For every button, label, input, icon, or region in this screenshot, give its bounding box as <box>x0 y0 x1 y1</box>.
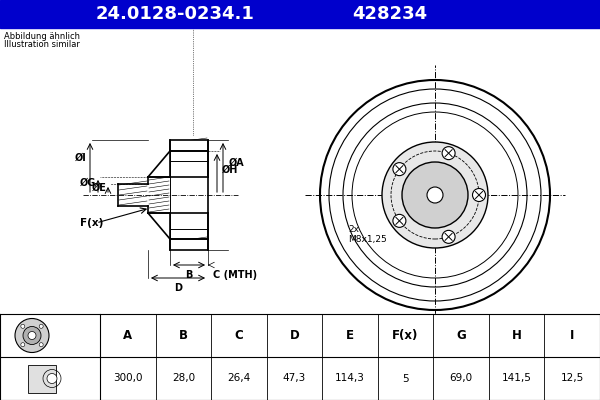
Text: 47,3: 47,3 <box>283 374 306 384</box>
Circle shape <box>28 332 36 340</box>
Text: E: E <box>346 329 354 342</box>
Polygon shape <box>170 239 208 250</box>
Text: I: I <box>570 329 574 342</box>
Text: D: D <box>174 283 182 293</box>
Circle shape <box>442 147 455 160</box>
Circle shape <box>39 324 43 328</box>
Circle shape <box>47 374 57 384</box>
Text: 300,0: 300,0 <box>113 374 143 384</box>
Text: H: H <box>512 329 521 342</box>
Text: 428234: 428234 <box>352 5 428 23</box>
Bar <box>0 314 600 400</box>
Text: 114,3: 114,3 <box>335 374 365 384</box>
Circle shape <box>442 230 455 243</box>
Text: ØE: ØE <box>92 182 107 192</box>
Text: ØA: ØA <box>229 158 245 168</box>
Text: Abbildung ähnlich: Abbildung ähnlich <box>4 32 80 41</box>
Circle shape <box>21 324 25 328</box>
Circle shape <box>15 318 49 352</box>
Polygon shape <box>170 140 208 151</box>
Text: C: C <box>235 329 243 342</box>
Text: 5: 5 <box>402 374 409 384</box>
Text: B: B <box>179 329 188 342</box>
Text: D: D <box>290 329 299 342</box>
Text: 12,5: 12,5 <box>560 374 584 384</box>
Circle shape <box>23 326 41 344</box>
Text: ØG: ØG <box>80 178 96 188</box>
Text: ØI: ØI <box>75 152 87 162</box>
Text: A: A <box>123 329 133 342</box>
Text: F(x): F(x) <box>80 218 103 228</box>
Circle shape <box>427 187 443 203</box>
Text: 26,4: 26,4 <box>227 374 251 384</box>
Text: ØH: ØH <box>222 165 238 175</box>
Bar <box>0 0 600 28</box>
Text: 2x
M8x1,25: 2x M8x1,25 <box>348 225 387 244</box>
Circle shape <box>382 142 488 248</box>
Circle shape <box>39 343 43 347</box>
Bar <box>28 364 56 392</box>
Text: 141,5: 141,5 <box>502 374 532 384</box>
Text: 69,0: 69,0 <box>449 374 473 384</box>
Text: B: B <box>185 270 193 280</box>
Circle shape <box>21 343 25 347</box>
Circle shape <box>393 163 406 176</box>
Text: C (MTH): C (MTH) <box>213 270 257 280</box>
Circle shape <box>473 188 485 202</box>
Text: 28,0: 28,0 <box>172 374 195 384</box>
Circle shape <box>393 214 406 227</box>
Text: F(x): F(x) <box>392 329 419 342</box>
Circle shape <box>402 162 468 228</box>
Text: G: G <box>456 329 466 342</box>
Text: Illustration similar: Illustration similar <box>4 40 80 49</box>
Text: 24.0128-0234.1: 24.0128-0234.1 <box>95 5 254 23</box>
